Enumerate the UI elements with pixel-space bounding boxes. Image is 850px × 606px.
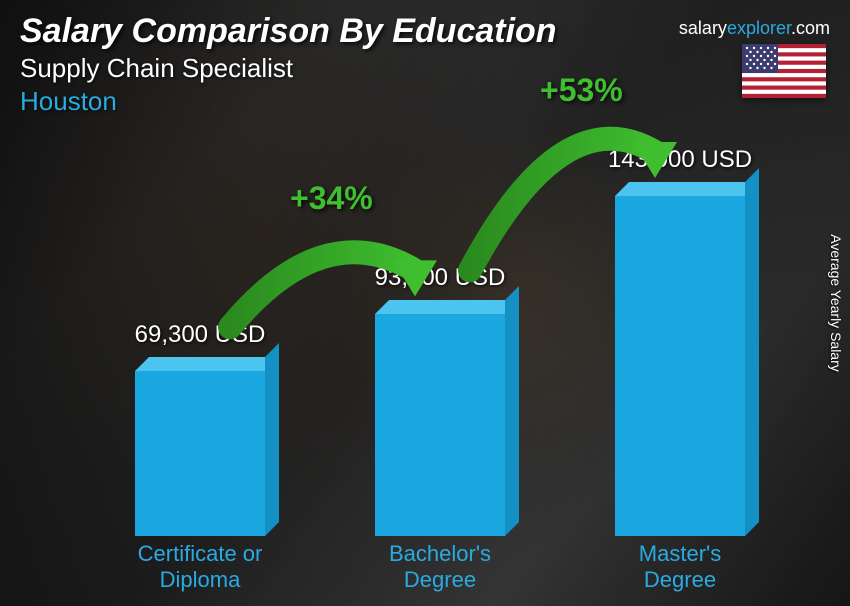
bar-side <box>505 286 519 536</box>
bar-top <box>135 357 279 371</box>
watermark: salaryexplorer.com <box>679 18 830 39</box>
watermark-part1: salary <box>679 18 727 38</box>
bar-side <box>265 343 279 536</box>
bar-1 <box>375 314 505 536</box>
flag-icon <box>742 44 826 98</box>
bar-value-label: 93,200 USD <box>340 264 540 292</box>
bar-side <box>745 168 759 536</box>
percent-increase-label: +34% <box>290 180 373 217</box>
bar-2 <box>615 196 745 536</box>
bar-category-label: Bachelor'sDegree <box>340 541 540 592</box>
chart-subtitle: Supply Chain Specialist <box>20 53 830 84</box>
bar-0 <box>135 371 265 536</box>
y-axis-label: Average Yearly Salary <box>828 234 844 372</box>
bar-front <box>615 196 745 536</box>
watermark-part3: .com <box>791 18 830 38</box>
bar-top <box>375 300 519 314</box>
bar-top <box>615 182 759 196</box>
bar-category-label: Master'sDegree <box>580 541 780 592</box>
bar-value-label: 143,000 USD <box>580 146 780 174</box>
bar-category-label: Certificate orDiploma <box>100 541 300 592</box>
chart-location: Houston <box>20 86 830 117</box>
watermark-part2: explorer <box>727 18 791 38</box>
bar-front <box>375 314 505 536</box>
bar-front <box>135 371 265 536</box>
bar-value-label: 69,300 USD <box>100 321 300 349</box>
